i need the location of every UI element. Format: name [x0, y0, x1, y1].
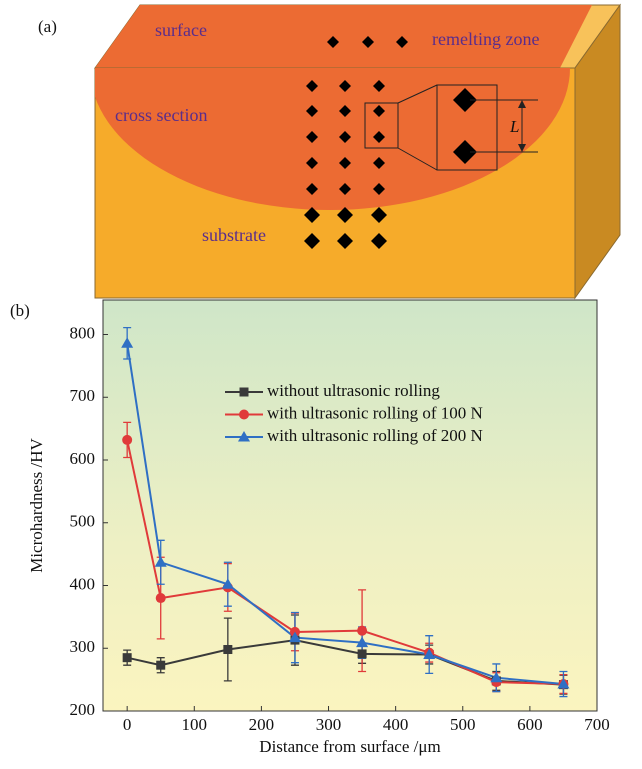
x-tick-label: 500 [450, 715, 476, 734]
x-tick-label: 300 [316, 715, 342, 734]
diagram-label: cross section [115, 105, 207, 125]
diagram-label: substrate [202, 225, 266, 245]
y-axis-label: Microhardness /HV [27, 438, 46, 573]
legend-label: without ultrasonic rolling [267, 381, 440, 400]
marker [357, 626, 367, 636]
x-tick-label: 200 [249, 715, 275, 734]
marker [239, 410, 249, 420]
dimension-label: L [509, 117, 519, 136]
panel-label: (b) [10, 301, 30, 320]
x-tick-label: 700 [584, 715, 610, 734]
page: {"diagram": {"panel_label": "(a)", "labe… [0, 0, 642, 764]
marker [122, 435, 132, 445]
x-tick-label: 600 [517, 715, 543, 734]
x-axis-label: Distance from surface /μm [259, 737, 440, 756]
marker [358, 649, 367, 658]
marker [156, 593, 166, 603]
figure: L (a) surface remelting zone cross secti… [0, 0, 642, 764]
y-tick-label: 500 [70, 512, 96, 531]
block-diagram: L (a) surface remelting zone cross secti… [38, 0, 620, 298]
y-tick-label: 600 [70, 449, 96, 468]
marker [240, 388, 249, 397]
marker [223, 645, 232, 654]
y-tick-label: 800 [70, 323, 96, 342]
panel-label: (a) [38, 17, 57, 36]
y-tick-label: 200 [70, 700, 96, 719]
marker [123, 653, 132, 662]
diagram-label: surface [155, 20, 207, 40]
y-tick-label: 400 [70, 574, 96, 593]
x-tick-label: 0 [123, 715, 132, 734]
legend-label: with ultrasonic rolling of 200 N [267, 426, 483, 445]
x-tick-label: 400 [383, 715, 409, 734]
diagram-label: remelting zone [432, 29, 539, 49]
x-tick-label: 100 [182, 715, 208, 734]
marker [156, 661, 165, 670]
y-tick-label: 700 [70, 386, 96, 405]
plot-area [103, 300, 597, 711]
y-tick-label: 300 [70, 637, 96, 656]
legend-label: with ultrasonic rolling of 100 N [267, 403, 483, 422]
